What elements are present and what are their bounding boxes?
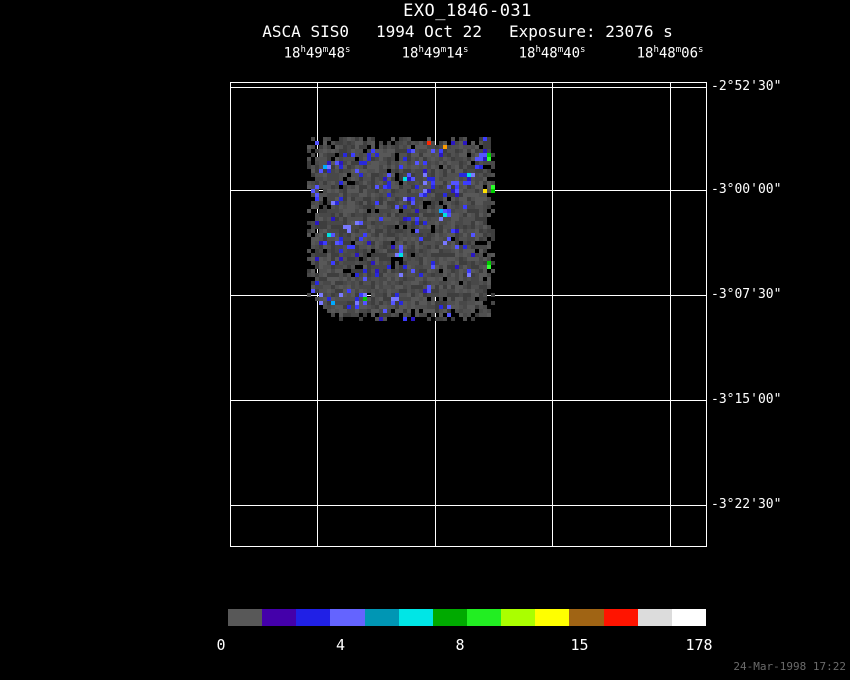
ra-unit-m: m	[322, 45, 329, 55]
dec-tick-label: -3°07'30"	[711, 287, 782, 302]
exposure-label: Exposure: 23076 s	[508, 22, 673, 41]
grid-line-horizontal	[231, 505, 706, 506]
ra-tick-label: 18h48m40s	[518, 45, 586, 62]
grid-line-vertical	[552, 83, 553, 546]
dec-tick-label: -3°00'00"	[711, 182, 782, 197]
colorbar-segment	[466, 609, 502, 626]
ra-unit-m: m	[440, 45, 447, 55]
colorbar-segment	[432, 609, 467, 626]
colorbar-segment	[603, 609, 638, 626]
colorbar-tick-label: 178	[685, 636, 713, 654]
ra-unit-h: h	[535, 45, 541, 55]
ra-unit-h: h	[300, 45, 306, 55]
colorbar-segment	[569, 609, 604, 626]
plot-area	[230, 82, 707, 547]
colorbar-segment	[228, 609, 263, 626]
ra-tick-label: 18h48m06s	[636, 45, 704, 62]
sky-image-field	[307, 137, 495, 321]
colorbar-segment	[501, 609, 536, 626]
plot-subtitle: ASCA SIS0 1994 Oct 22 Exposure: 23076 s	[180, 22, 755, 41]
colorbar-tick-label: 8	[455, 636, 465, 654]
grid-line-horizontal	[231, 400, 706, 401]
colorbar-segment	[535, 609, 570, 626]
ra-unit-s: s	[698, 45, 704, 55]
colorbar-tick-label: 15	[570, 636, 589, 654]
colorbar-segment	[671, 609, 706, 626]
grid-line-vertical	[670, 83, 671, 546]
ra-tick-label: 18h49m48s	[283, 45, 351, 62]
colorbar-segment	[330, 609, 365, 626]
date-label: 1994 Oct 22	[375, 22, 482, 41]
ra-tick-label: 18h49m14s	[401, 45, 469, 62]
ra-unit-s: s	[463, 45, 469, 55]
dec-tick-label: -2°52'30"	[711, 79, 782, 94]
colorbar-segment	[296, 609, 331, 626]
grid-line-horizontal	[231, 87, 706, 88]
ra-unit-s: s	[345, 45, 351, 55]
colorbar	[228, 609, 706, 626]
colorbar-tick-label: 0	[216, 636, 226, 654]
colorbar-tick-label: 4	[335, 636, 346, 654]
colorbar-segment	[364, 609, 399, 626]
plot-title: EXO_1846-031	[403, 1, 532, 21]
ra-unit-m: m	[675, 45, 682, 55]
ra-axis-labels: 18h49m48s 18h49m14s 18h48m40s 18h48m06s	[0, 45, 850, 65]
colorbar-segment	[637, 609, 672, 626]
ra-unit-s: s	[580, 45, 586, 55]
ra-unit-h: h	[653, 45, 659, 55]
colorbar-segment	[398, 609, 433, 626]
instrument-label: ASCA SIS0	[262, 22, 349, 41]
timestamp: 24-Mar-1998 17:22	[733, 660, 846, 673]
ra-unit-m: m	[557, 45, 564, 55]
dec-tick-label: -3°22'30"	[711, 497, 782, 512]
dec-tick-label: -3°15'00"	[711, 392, 782, 407]
colorbar-segment	[262, 609, 297, 626]
ra-unit-h: h	[418, 45, 424, 55]
